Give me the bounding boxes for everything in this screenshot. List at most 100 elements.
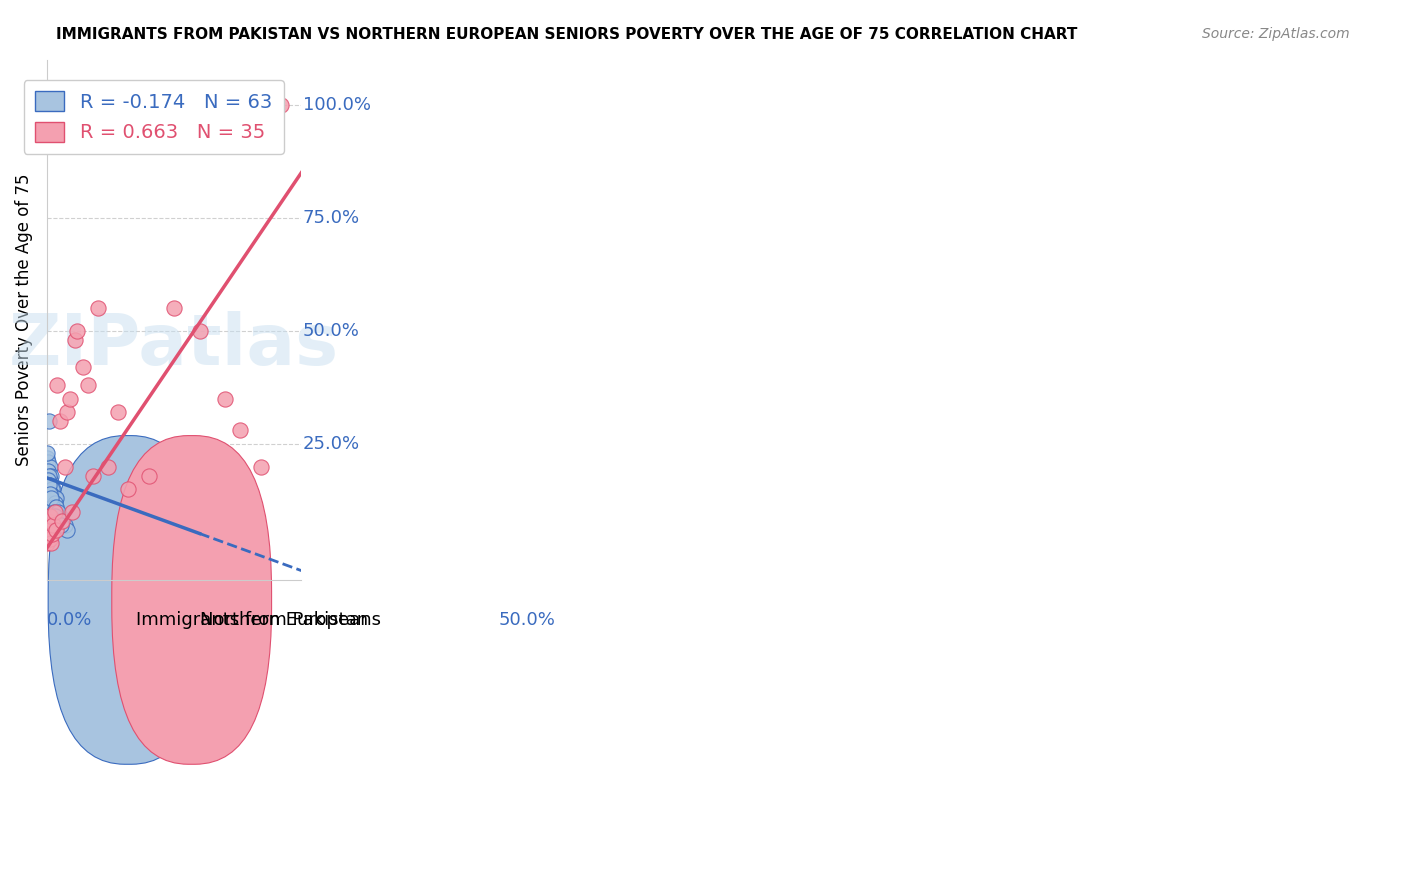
Text: ZIPatlas: ZIPatlas — [8, 311, 339, 380]
Text: Source: ZipAtlas.com: Source: ZipAtlas.com — [1202, 27, 1350, 41]
Point — [39, 509, 62, 524]
Point — [42, 482, 65, 496]
Point — [44, 496, 66, 510]
Point — [76, 378, 98, 392]
Point — [39, 468, 62, 483]
Point — [38, 523, 60, 537]
Point — [45, 500, 67, 515]
Point — [38, 473, 60, 487]
Point — [37, 459, 59, 474]
Point — [138, 468, 160, 483]
Point — [270, 98, 292, 112]
Point — [63, 333, 86, 347]
Point — [42, 518, 65, 533]
Point — [37, 473, 59, 487]
Point — [45, 523, 67, 537]
Text: 50.0%: 50.0% — [302, 322, 360, 340]
Point — [37, 482, 59, 496]
Text: IMMIGRANTS FROM PAKISTAN VS NORTHERN EUROPEAN SENIORS POVERTY OVER THE AGE OF 75: IMMIGRANTS FROM PAKISTAN VS NORTHERN EUR… — [56, 27, 1077, 42]
Point — [39, 496, 62, 510]
Point — [249, 459, 271, 474]
FancyBboxPatch shape — [111, 435, 271, 764]
Legend: R = -0.174   N = 63, R = 0.663   N = 35: R = -0.174 N = 63, R = 0.663 N = 35 — [24, 79, 284, 153]
Point — [39, 482, 62, 496]
Point — [38, 518, 60, 533]
Point — [42, 500, 65, 515]
Point — [59, 392, 82, 406]
Point — [38, 477, 60, 491]
Point — [37, 487, 59, 501]
Text: 0.0%: 0.0% — [46, 611, 93, 629]
Point — [188, 324, 211, 338]
Point — [39, 473, 62, 487]
Point — [37, 477, 59, 491]
Point — [37, 450, 59, 465]
Point — [37, 482, 59, 496]
Point — [37, 464, 59, 478]
Point — [41, 527, 63, 541]
Point — [41, 487, 63, 501]
Point — [37, 455, 59, 469]
Text: Immigrants from Pakistan: Immigrants from Pakistan — [136, 611, 368, 629]
Point — [49, 518, 72, 533]
Point — [163, 301, 186, 316]
Point — [37, 473, 59, 487]
Point — [39, 477, 62, 491]
Point — [37, 496, 59, 510]
Point — [66, 324, 89, 338]
Text: 75.0%: 75.0% — [302, 209, 360, 227]
FancyBboxPatch shape — [48, 435, 208, 764]
Point — [38, 491, 60, 506]
Point — [37, 464, 59, 478]
Point — [38, 477, 60, 491]
Point — [48, 514, 70, 528]
Point — [37, 446, 59, 460]
Point — [46, 505, 69, 519]
Point — [44, 491, 66, 506]
Point — [37, 527, 59, 541]
Point — [229, 424, 252, 438]
Point — [60, 505, 83, 519]
Point — [107, 405, 129, 419]
Point — [51, 514, 73, 528]
Text: 25.0%: 25.0% — [302, 435, 360, 453]
Point — [41, 477, 63, 491]
Point — [117, 482, 139, 496]
Point — [41, 482, 63, 496]
Point — [82, 468, 104, 483]
Point — [38, 477, 60, 491]
Point — [97, 459, 120, 474]
Y-axis label: Seniors Poverty Over the Age of 75: Seniors Poverty Over the Age of 75 — [15, 173, 32, 466]
Text: 100.0%: 100.0% — [302, 95, 371, 114]
Point — [38, 414, 60, 428]
Point — [37, 468, 59, 483]
Point — [37, 536, 59, 550]
Point — [56, 405, 79, 419]
Text: Northern Europeans: Northern Europeans — [200, 611, 381, 629]
Point — [38, 491, 60, 506]
Point — [37, 477, 59, 491]
Point — [39, 536, 62, 550]
Point — [38, 473, 60, 487]
Point — [37, 468, 59, 483]
Point — [41, 487, 63, 501]
Point — [45, 491, 67, 506]
Point — [39, 459, 62, 474]
Point — [37, 496, 59, 510]
Text: 50.0%: 50.0% — [499, 611, 555, 629]
Point — [39, 491, 62, 506]
Point — [46, 505, 69, 519]
Point — [42, 500, 65, 515]
Point — [39, 491, 62, 506]
Point — [53, 459, 76, 474]
Point — [44, 509, 66, 524]
Point — [48, 414, 70, 428]
Point — [51, 514, 73, 528]
Point — [39, 487, 62, 501]
Point — [56, 523, 79, 537]
Point — [53, 518, 76, 533]
Point — [39, 487, 62, 501]
Point — [214, 392, 236, 406]
Point — [39, 532, 62, 546]
Point — [87, 301, 110, 316]
